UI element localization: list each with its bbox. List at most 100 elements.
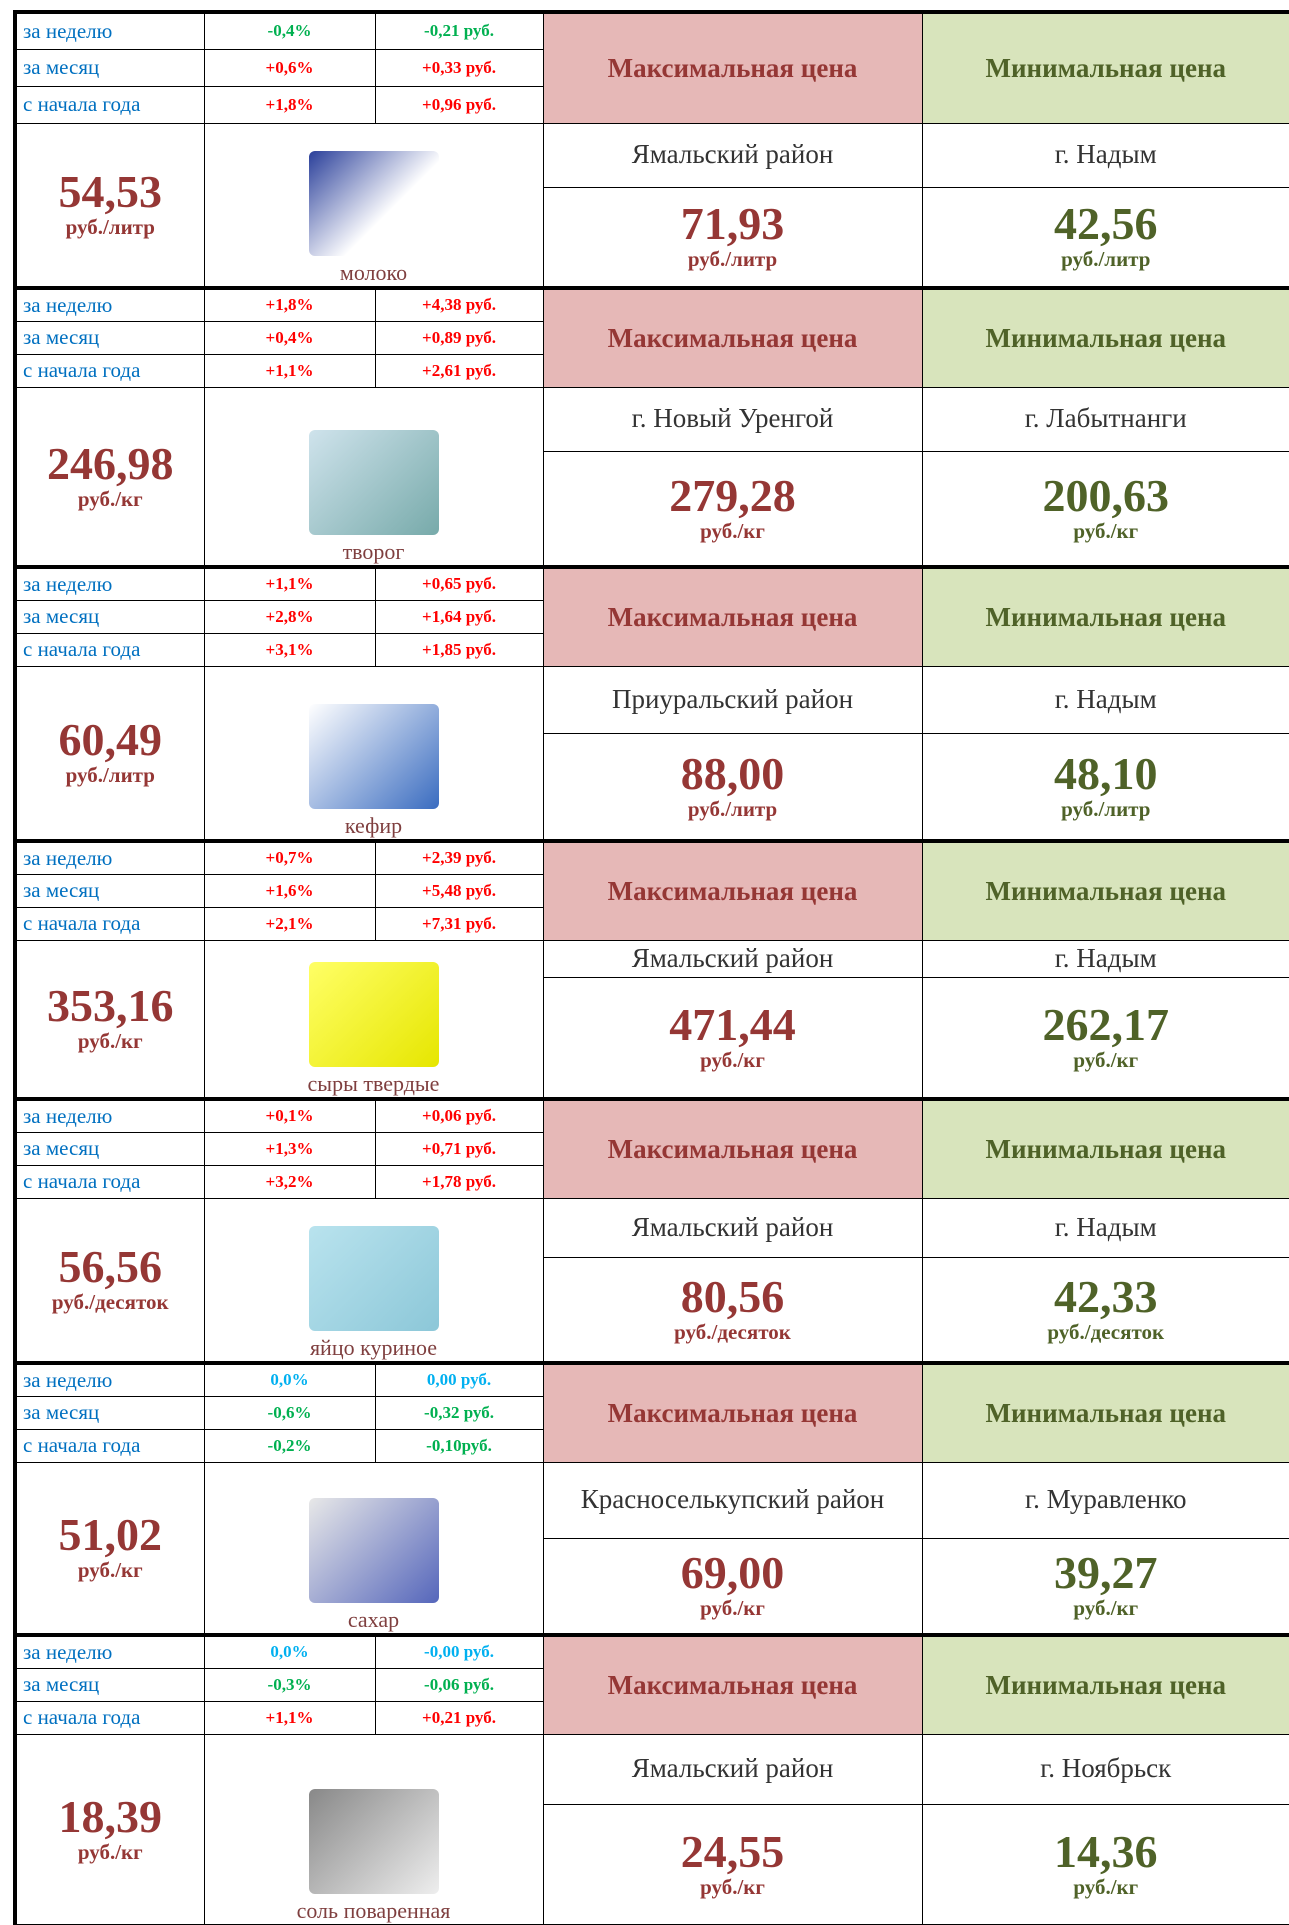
product-cell: кефир [204, 666, 543, 841]
change-row: за неделю+1,1%+0,65 руб.Максимальная цен… [15, 567, 1289, 600]
avg-unit: руб./десяток [17, 1290, 204, 1315]
max-header: Максимальная цена [543, 567, 922, 666]
min-unit: руб./кг [923, 519, 1289, 544]
max-unit: руб./кг [544, 1596, 922, 1621]
max-region: Ямальский район [543, 1198, 922, 1257]
change-rub: +1,78 руб. [375, 1165, 543, 1198]
max-price: 69,00 [544, 1550, 922, 1596]
max-unit: руб./литр [544, 797, 922, 822]
avg-price: 246,98 [17, 441, 204, 487]
change-percent: +3,2% [204, 1165, 375, 1198]
max-price: 279,28 [544, 473, 922, 519]
min-header: Минимальная цена [922, 1635, 1289, 1734]
change-percent: +0,4% [204, 321, 375, 354]
max-region: Ямальский район [543, 1734, 922, 1804]
product-name: соль поваренная [205, 1898, 543, 1924]
product-cell: сахар [204, 1462, 543, 1635]
min-header: Минимальная цена [922, 841, 1289, 940]
product-image [309, 962, 439, 1067]
change-rub: +7,31 руб. [375, 907, 543, 940]
product-image [309, 1226, 439, 1331]
min-region: г. Муравленко [922, 1462, 1289, 1538]
min-price: 42,56 [923, 201, 1289, 247]
product-name: яйцо куриное [205, 1335, 543, 1361]
change-label: с начала года [15, 633, 204, 666]
change-label: за месяц [15, 600, 204, 633]
change-label: за месяц [15, 874, 204, 907]
change-label: с начала года [15, 354, 204, 387]
change-label: за неделю [15, 841, 204, 874]
change-percent: -0,3% [204, 1668, 375, 1701]
change-label: за месяц [15, 1132, 204, 1165]
change-percent: 0,0% [204, 1635, 375, 1668]
product-name: молоко [205, 260, 543, 286]
change-rub: +0,89 руб. [375, 321, 543, 354]
change-label: за неделю [15, 12, 204, 49]
product-block: за неделю+1,1%+0,65 руб.Максимальная цен… [15, 567, 1289, 841]
avg-unit: руб./литр [17, 763, 204, 788]
change-label: с начала года [15, 86, 204, 123]
max-header: Максимальная цена [543, 841, 922, 940]
change-percent: +2,1% [204, 907, 375, 940]
change-row: за неделю+1,8%+4,38 руб.Максимальная цен… [15, 288, 1289, 321]
change-percent: +2,8% [204, 600, 375, 633]
avg-price: 353,16 [17, 983, 204, 1029]
max-unit: руб./кг [544, 519, 922, 544]
change-rub: +0,71 руб. [375, 1132, 543, 1165]
avg-unit: руб./кг [17, 1840, 204, 1865]
change-rub: -0,10руб. [375, 1429, 543, 1462]
change-label: за месяц [15, 1668, 204, 1701]
change-label: с начала года [15, 907, 204, 940]
min-region: г. Ноябрьск [922, 1734, 1289, 1804]
change-percent: +1,1% [204, 354, 375, 387]
change-rub: +0,96 руб. [375, 86, 543, 123]
change-rub: -0,21 руб. [375, 12, 543, 49]
change-percent: +1,8% [204, 288, 375, 321]
max-price: 24,55 [544, 1829, 922, 1875]
min-region: г. Надым [922, 940, 1289, 977]
min-price: 200,63 [923, 473, 1289, 519]
max-header: Максимальная цена [543, 288, 922, 387]
change-rub: +0,33 руб. [375, 49, 543, 86]
avg-price: 18,39 [17, 1794, 204, 1840]
min-header: Минимальная цена [922, 288, 1289, 387]
product-cell: яйцо куриное [204, 1198, 543, 1363]
product-image [309, 1498, 439, 1603]
max-unit: руб./кг [544, 1048, 922, 1073]
max-price: 80,56 [544, 1274, 922, 1320]
max-region: Ямальский район [543, 940, 922, 977]
change-rub: -0,00 руб. [375, 1635, 543, 1668]
max-region: г. Новый Уренгой [543, 387, 922, 451]
min-region: г. Надым [922, 666, 1289, 733]
min-price: 39,27 [923, 1550, 1289, 1596]
change-rub: -0,06 руб. [375, 1668, 543, 1701]
change-rub: +5,48 руб. [375, 874, 543, 907]
product-block: за неделю+1,8%+4,38 руб.Максимальная цен… [15, 288, 1289, 567]
change-label: за месяц [15, 49, 204, 86]
max-header: Максимальная цена [543, 1363, 922, 1462]
avg-unit: руб./литр [17, 215, 204, 240]
price-table: за неделю-0,4%-0,21 руб.Максимальная цен… [13, 10, 1289, 1925]
change-rub: +0,21 руб. [375, 1701, 543, 1734]
product-cell: сыры твердые [204, 940, 543, 1099]
product-name: сахар [205, 1607, 543, 1633]
min-unit: руб./кг [923, 1048, 1289, 1073]
min-price: 42,33 [923, 1274, 1289, 1320]
